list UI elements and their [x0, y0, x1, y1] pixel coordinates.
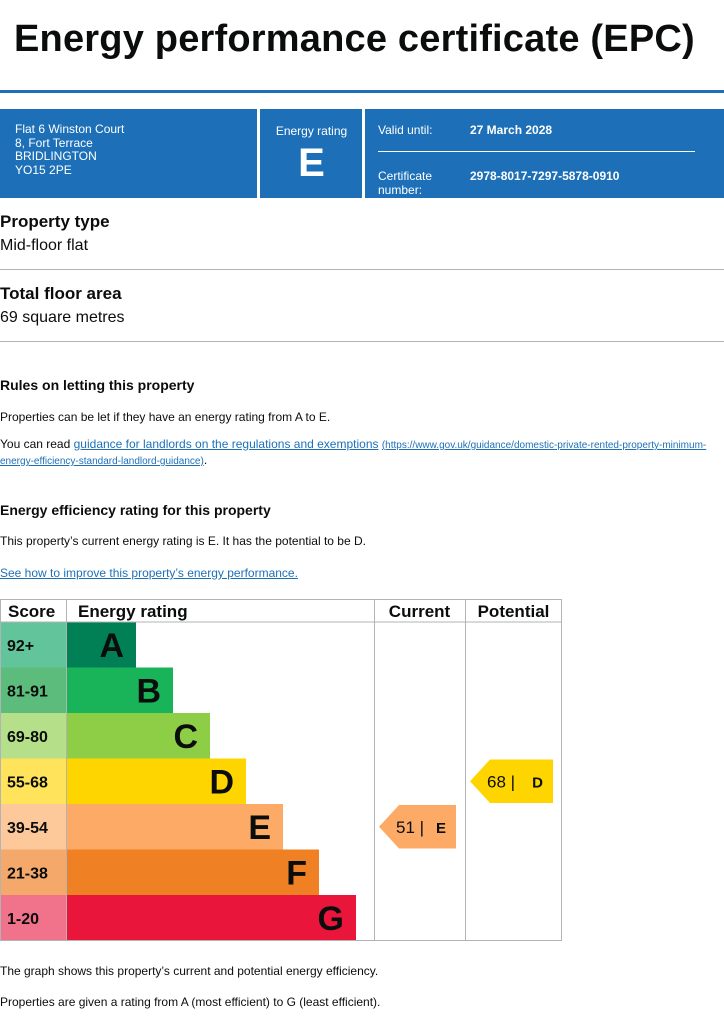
current-rating-score: 51 |: [396, 818, 424, 837]
rating-band-b: [66, 667, 173, 713]
score-label: 21-38: [7, 865, 48, 882]
score-label: 1-20: [7, 911, 39, 928]
landlord-guidance-link[interactable]: guidance for landlords on the regulation…: [73, 437, 379, 451]
rating-letter: D: [209, 763, 234, 801]
rating-band-d: [66, 758, 246, 804]
property-type-heading: Property type: [0, 212, 110, 231]
score-cell: [0, 667, 66, 713]
score-label: 81-91: [7, 683, 48, 700]
title-rule: [0, 90, 724, 93]
banner-rule: [378, 151, 695, 152]
valid-until-label: Valid until:: [378, 123, 433, 137]
letting-rules-heading: Rules on letting this property: [0, 377, 195, 393]
score-cell: [0, 895, 66, 941]
energy-rating-graph: Score Energy rating Current Potential 92+ A 81…: [0, 599, 562, 941]
chart-border: [0, 599, 562, 941]
efficiency-heading: Energy efficiency rating for this proper…: [0, 502, 271, 518]
score-cell: [0, 713, 66, 759]
address-line: YO15 2PE: [15, 162, 72, 177]
banner-divider: [362, 109, 365, 198]
letting-rules-text: Properties can be let if they have an en…: [0, 410, 331, 424]
energy-rating-letter: E: [298, 141, 325, 185]
energy-rating-label: Energy rating: [275, 124, 348, 138]
rating-letter: A: [99, 627, 124, 665]
score-label: 92+: [7, 638, 34, 655]
potential-rating-arrow: [470, 759, 553, 803]
property-address: Flat 6 Winston Court 8, Fort Terrace BRI…: [15, 122, 125, 177]
rating-band-g: [66, 895, 356, 941]
rating-letter: E: [248, 809, 271, 847]
rating-band-a: [66, 622, 136, 668]
potential-rating-score: 68 |: [487, 772, 515, 791]
rating-band-c: [66, 713, 210, 759]
landlord-guidance-paragraph: You can read guidance for landlords on t…: [0, 437, 724, 469]
score-cell: [0, 849, 66, 895]
rating-letter: G: [318, 900, 344, 938]
landlord-guidance-url[interactable]: (https://www.gov.uk/guidance/domestic-pr…: [0, 440, 707, 467]
score-cell: [0, 622, 66, 668]
property-type-value: Mid-floor flat: [0, 237, 89, 254]
score-label: 69-80: [7, 729, 48, 746]
certificate-number-value: 2978-8017-7297-5878-0910: [470, 169, 620, 183]
valid-until-value: 27 March 2028: [470, 123, 553, 137]
floor-area-value: 69 square metres: [0, 309, 125, 326]
address-line: 8, Fort Terrace: [15, 135, 93, 150]
energy-rating-chart: Score Energy rating Current Potential 92+ A 81…: [0, 599, 562, 941]
address-line: Flat 6 Winston Court: [15, 122, 125, 136]
header-potential: Potential: [478, 602, 550, 621]
rating-scale-description: Properties are given a rating from A (mo…: [0, 995, 381, 1009]
graph-description: The graph shows this property’s current …: [0, 964, 379, 978]
rating-letter: F: [286, 854, 307, 892]
rating-letter: B: [136, 672, 161, 710]
section-divider: [0, 341, 724, 342]
potential-rating-letter: D: [532, 774, 543, 791]
floor-area-heading: Total floor area: [0, 284, 122, 303]
header-current: Current: [389, 602, 451, 621]
current-rating-letter: E: [436, 820, 446, 837]
rating-band-e: [66, 804, 283, 850]
rating-band-f: [66, 849, 319, 895]
summary-banner: Flat 6 Winston Court 8, Fort Terrace BRI…: [0, 109, 724, 198]
header-score: Score: [8, 602, 55, 621]
header-energy-rating: Energy rating: [78, 602, 188, 621]
efficiency-text: This property’s current energy rating is…: [0, 534, 366, 548]
score-cell: [0, 804, 66, 850]
score-label: 39-54: [7, 820, 48, 837]
rating-letter: C: [173, 718, 198, 756]
score-cell: [0, 758, 66, 804]
guidance-suffix: .: [203, 453, 208, 467]
certificate-number-label: Certificate number:: [378, 169, 433, 197]
current-rating-arrow: [379, 805, 456, 849]
address-line: BRIDLINGTON: [15, 149, 97, 163]
score-label: 55-68: [7, 774, 48, 791]
page-title: Energy performance certificate (EPC): [14, 18, 695, 60]
guidance-prefix: You can read: [0, 437, 74, 451]
improve-performance-paragraph: See how to improve this property’s energ…: [0, 566, 298, 580]
section-divider: [0, 269, 724, 270]
banner-divider: [257, 109, 260, 198]
improve-performance-link[interactable]: See how to improve this property’s energ…: [0, 566, 298, 580]
